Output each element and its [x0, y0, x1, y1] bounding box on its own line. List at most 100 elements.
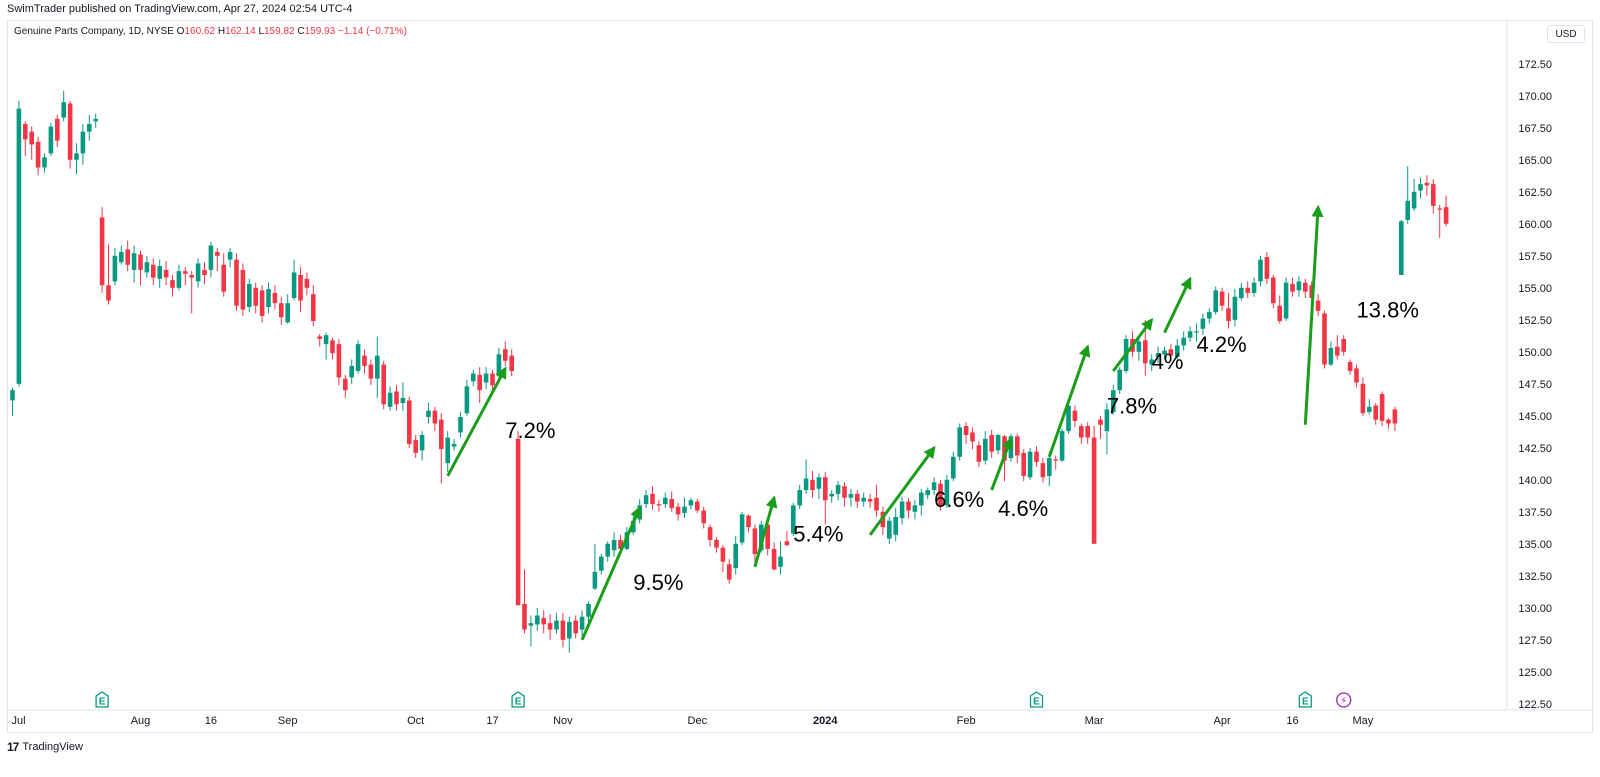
candle-body	[573, 620, 578, 634]
candle-body	[93, 118, 98, 122]
candle	[1418, 177, 1423, 199]
candle-body	[1059, 431, 1065, 461]
dividend-marker-icon[interactable]: ⚡	[1336, 692, 1352, 708]
move-annotation[interactable]: 7.2%	[446, 366, 556, 477]
candle-body	[1277, 305, 1282, 322]
candle	[727, 559, 732, 584]
candle-body	[394, 391, 399, 405]
candle	[912, 500, 918, 520]
candle	[778, 541, 783, 575]
candle-body	[42, 157, 47, 168]
move-annotation[interactable]: 4%	[1112, 317, 1183, 374]
candle-body	[1168, 349, 1174, 356]
trend-arrow[interactable]	[580, 505, 642, 641]
candle	[1431, 179, 1436, 214]
time-tick-label: 16	[1286, 715, 1298, 727]
candle-body	[1379, 394, 1385, 421]
candle-body	[368, 364, 374, 379]
trend-arrow[interactable]	[446, 366, 507, 477]
price-tick-label: 172.50	[1518, 59, 1552, 71]
candle	[1277, 295, 1282, 324]
trend-arrow[interactable]	[1112, 317, 1154, 372]
candle-body	[1155, 353, 1161, 357]
candle-body	[503, 349, 508, 361]
candle-body	[1200, 318, 1206, 329]
tradingview-footer[interactable]: 17 TradingView	[7, 740, 83, 754]
candle-body	[867, 499, 873, 502]
candle-body	[618, 539, 623, 549]
trend-arrow[interactable]	[1047, 344, 1091, 458]
candle-body	[650, 493, 655, 505]
earnings-marker-icon[interactable]: E	[1029, 691, 1044, 708]
move-annotation[interactable]: 6.6%	[868, 445, 984, 536]
candle	[272, 285, 278, 310]
trend-arrow[interactable]	[753, 495, 778, 568]
candle-body	[343, 378, 348, 391]
price-tick-label: 160.00	[1518, 219, 1552, 231]
event-markers: E E E E ⚡	[95, 691, 1352, 708]
candle-body	[1034, 451, 1039, 462]
candle-body	[1066, 405, 1071, 432]
earnings-marker-icon[interactable]: E	[95, 691, 109, 708]
candle-body	[1219, 291, 1225, 306]
earnings-badge	[1298, 691, 1312, 708]
candle	[330, 337, 335, 360]
candle	[938, 479, 943, 511]
candle	[1251, 277, 1257, 297]
candle-body	[1175, 345, 1180, 357]
candle-body	[400, 397, 406, 403]
candle-body	[1027, 451, 1033, 478]
candle	[247, 278, 252, 313]
candle-body	[291, 272, 297, 299]
candle-body	[1117, 369, 1122, 391]
percent-label: 7.8%	[1107, 394, 1157, 419]
candle-body	[1322, 313, 1327, 365]
candle-body	[643, 495, 649, 505]
candle	[1232, 289, 1238, 327]
time-axis[interactable]: Jul Aug 16 Sep Oct 17 Nov Dec 2024 Feb Mar Apr 16 May	[11, 715, 1373, 727]
candle	[963, 422, 969, 444]
candle-body	[208, 245, 214, 270]
price-axis[interactable]: 172.50 170.00 167.50 165.00 162.50 160.00 157.…	[1518, 59, 1552, 711]
candle	[227, 248, 233, 268]
candle	[381, 360, 386, 410]
candle-body	[579, 616, 585, 630]
move-annotation[interactable]: 5.4%	[753, 495, 844, 568]
candle	[1315, 294, 1321, 316]
candle-body	[509, 355, 514, 371]
candle	[1290, 277, 1295, 297]
trend-arrow[interactable]	[868, 445, 936, 536]
candle-body	[1283, 282, 1289, 319]
move-annotation[interactable]: 13.8%	[1303, 204, 1419, 425]
earnings-marker-icon[interactable]: E	[1298, 691, 1312, 708]
currency-button[interactable]: USD	[1547, 25, 1585, 43]
candle-body	[151, 264, 156, 278]
time-tick-label: Oct	[407, 715, 424, 727]
candle	[707, 524, 713, 547]
candle	[42, 153, 47, 173]
candle-body	[1207, 312, 1212, 319]
move-annotation[interactable]: 4.2%	[1163, 276, 1247, 357]
candle-body	[720, 547, 726, 562]
candle-body	[535, 615, 540, 625]
candle-body	[1104, 409, 1110, 432]
candle-body	[855, 493, 860, 502]
move-annotation[interactable]: 4.6%	[990, 436, 1049, 521]
move-annotation[interactable]: 9.5%	[580, 505, 683, 641]
earnings-marker-icon[interactable]: E	[511, 691, 525, 708]
price-tick-label: 165.00	[1518, 155, 1552, 167]
candle-body	[496, 354, 502, 377]
candle-body	[1187, 331, 1193, 338]
candle	[560, 612, 566, 648]
candle	[867, 493, 873, 508]
trend-arrow[interactable]	[990, 436, 1014, 491]
candle	[669, 491, 674, 512]
trend-arrow[interactable]	[1303, 204, 1324, 425]
trend-arrow[interactable]	[1163, 276, 1192, 334]
candle-body	[803, 478, 809, 491]
candle-body	[1296, 281, 1302, 291]
candle-body	[605, 543, 610, 557]
candle	[925, 487, 930, 499]
move-annotation[interactable]: 7.8%	[1047, 344, 1157, 458]
